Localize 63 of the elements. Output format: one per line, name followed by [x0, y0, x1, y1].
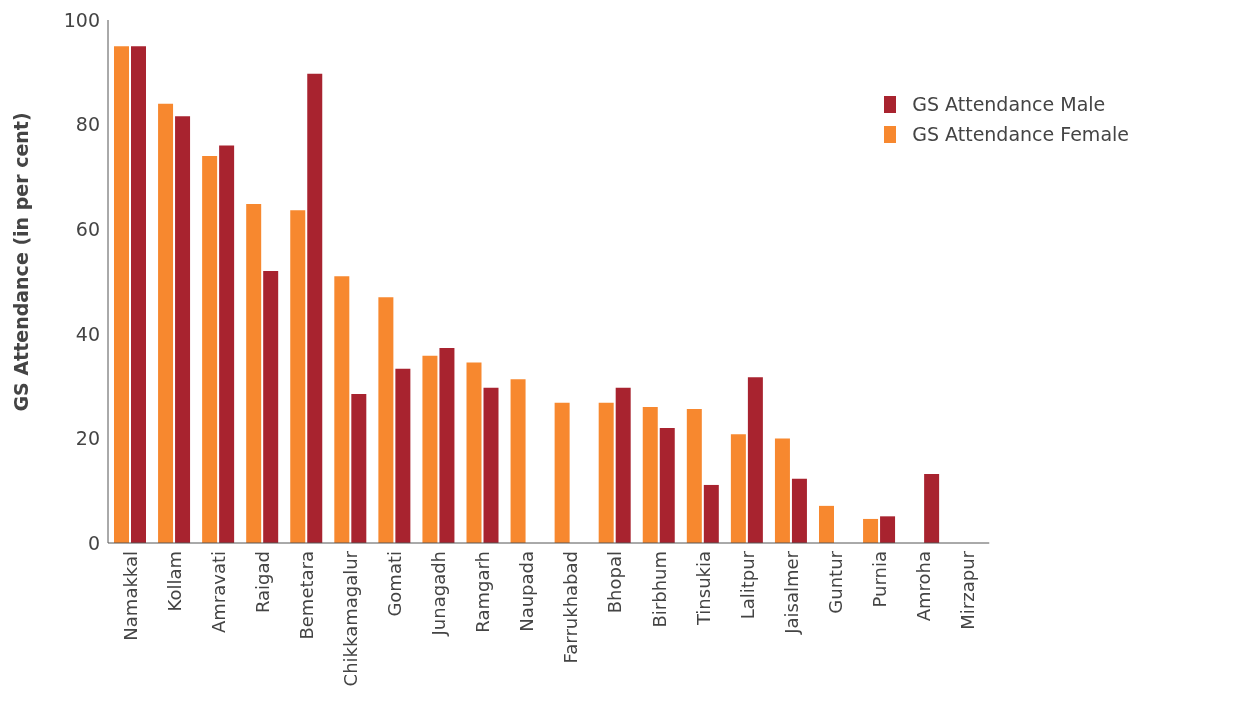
- x-tick-label: Junagadh: [428, 551, 450, 637]
- x-tick-label: Amroha: [912, 551, 934, 622]
- x-tick-label: Gomati: [384, 551, 406, 617]
- bar: [510, 379, 526, 543]
- bar: [307, 73, 323, 543]
- bar: [114, 46, 129, 543]
- bar: [439, 347, 455, 543]
- bar: [880, 516, 896, 543]
- x-tick-label: Naupada: [516, 551, 538, 632]
- bar: [334, 276, 350, 543]
- x-tick-label: Birbhum: [648, 551, 670, 628]
- bar: [202, 155, 218, 543]
- x-tick-label: Ramgarh: [472, 551, 494, 633]
- x-tick-label: Lalitpur: [736, 550, 758, 620]
- bar: [290, 210, 306, 543]
- x-tick-label: Tinsukia: [692, 551, 714, 627]
- y-tick-label: 100: [63, 8, 100, 31]
- y-tick-label: 20: [75, 427, 100, 450]
- y-axis-title: GS Attendance (in per cent): [9, 112, 32, 412]
- bar: [378, 297, 394, 543]
- x-tick-label: Kollam: [163, 551, 185, 612]
- bar: [730, 434, 746, 543]
- x-tick-label: Bemetara: [296, 551, 318, 640]
- bar: [175, 116, 191, 543]
- bar: [598, 402, 614, 543]
- bar: [747, 377, 763, 543]
- bar: [466, 362, 482, 543]
- x-tick-label: Jaisalmer: [780, 550, 802, 635]
- y-tick-label: 40: [75, 322, 100, 345]
- legend-label: GS Attendance Male: [911, 93, 1107, 115]
- bar: [395, 368, 411, 543]
- bar: [158, 103, 174, 543]
- bar: [219, 145, 235, 543]
- bar: [659, 427, 675, 543]
- x-tick-label: Mirzapur: [957, 550, 978, 630]
- x-tick-label: Namakkal: [119, 551, 141, 641]
- bar: [615, 387, 631, 543]
- bar: [703, 484, 719, 543]
- legend-label: GS Attendance Female: [911, 123, 1129, 145]
- bar: [863, 518, 879, 543]
- x-tick-label: Guntur: [824, 550, 846, 614]
- y-tick-label: 80: [75, 113, 100, 136]
- x-tick-label: Purnia: [868, 551, 890, 608]
- x-tick-label: Raigad: [252, 551, 273, 614]
- bar: [351, 393, 367, 543]
- x-tick-label: Chikkamagalur: [340, 550, 362, 687]
- bar: [791, 478, 807, 543]
- bar: [131, 46, 146, 543]
- y-tick-label: 0: [87, 531, 100, 554]
- bar: [642, 407, 658, 543]
- bar: [686, 409, 702, 543]
- x-tick-label: Farrukhabad: [560, 551, 582, 664]
- bar: [422, 355, 438, 543]
- x-tick-label: Bhopal: [604, 551, 626, 614]
- bar: [483, 387, 499, 543]
- bar: [774, 438, 790, 543]
- x-tick-label: Amravati: [207, 551, 229, 634]
- bar: [246, 204, 262, 543]
- bar: [554, 402, 570, 543]
- bar: [263, 271, 279, 543]
- y-tick-label: 60: [75, 217, 100, 240]
- bar: [924, 473, 940, 543]
- bar: [819, 505, 834, 543]
